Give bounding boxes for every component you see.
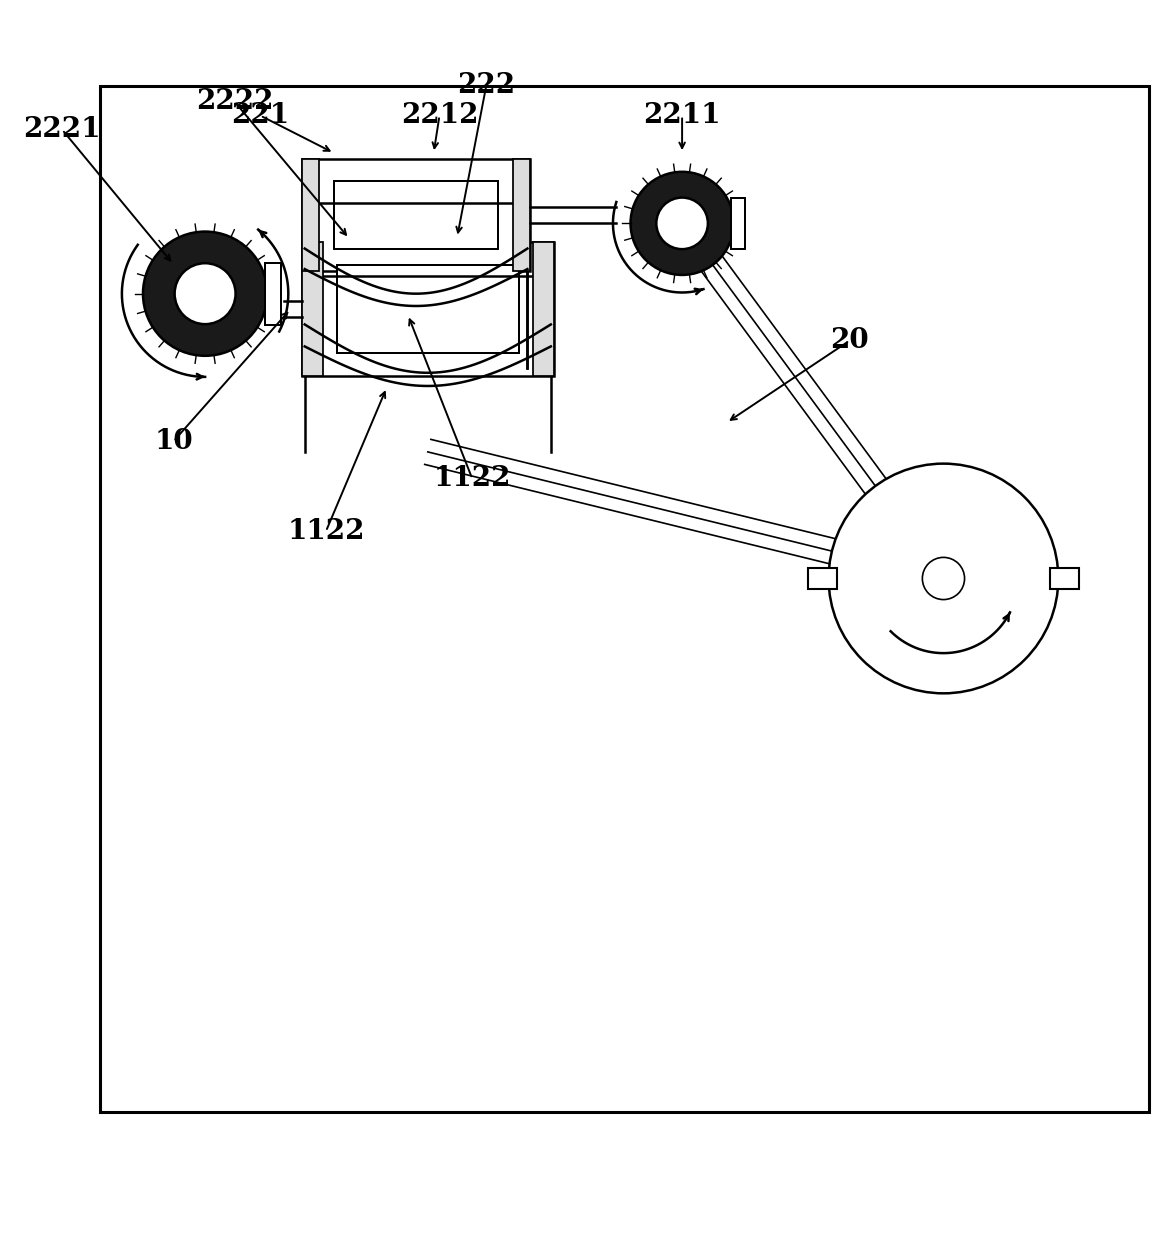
Circle shape bbox=[829, 463, 1058, 694]
Text: 2211: 2211 bbox=[643, 102, 721, 129]
Text: 2212: 2212 bbox=[401, 102, 478, 129]
Bar bbox=[301, 160, 530, 271]
Bar bbox=[265, 263, 281, 325]
Text: 2222: 2222 bbox=[196, 88, 273, 115]
Text: 221: 221 bbox=[231, 102, 289, 129]
Bar bbox=[302, 242, 323, 377]
Bar bbox=[100, 87, 1149, 1111]
Bar bbox=[301, 160, 319, 271]
Bar bbox=[513, 160, 530, 271]
Bar bbox=[334, 181, 498, 249]
Text: 10: 10 bbox=[155, 427, 192, 455]
Text: 20: 20 bbox=[831, 327, 868, 354]
Text: 1122: 1122 bbox=[287, 518, 364, 545]
Bar bbox=[809, 567, 838, 589]
Text: 2221: 2221 bbox=[23, 116, 101, 142]
Circle shape bbox=[656, 197, 708, 249]
Bar bbox=[338, 265, 518, 353]
Text: 1122: 1122 bbox=[434, 466, 511, 492]
Circle shape bbox=[922, 558, 965, 600]
Bar bbox=[302, 242, 553, 377]
Bar bbox=[532, 242, 553, 377]
Circle shape bbox=[143, 232, 267, 356]
Bar bbox=[731, 197, 745, 249]
Circle shape bbox=[631, 172, 734, 275]
Text: 222: 222 bbox=[457, 72, 516, 99]
Bar bbox=[1050, 567, 1078, 589]
Circle shape bbox=[175, 263, 236, 325]
